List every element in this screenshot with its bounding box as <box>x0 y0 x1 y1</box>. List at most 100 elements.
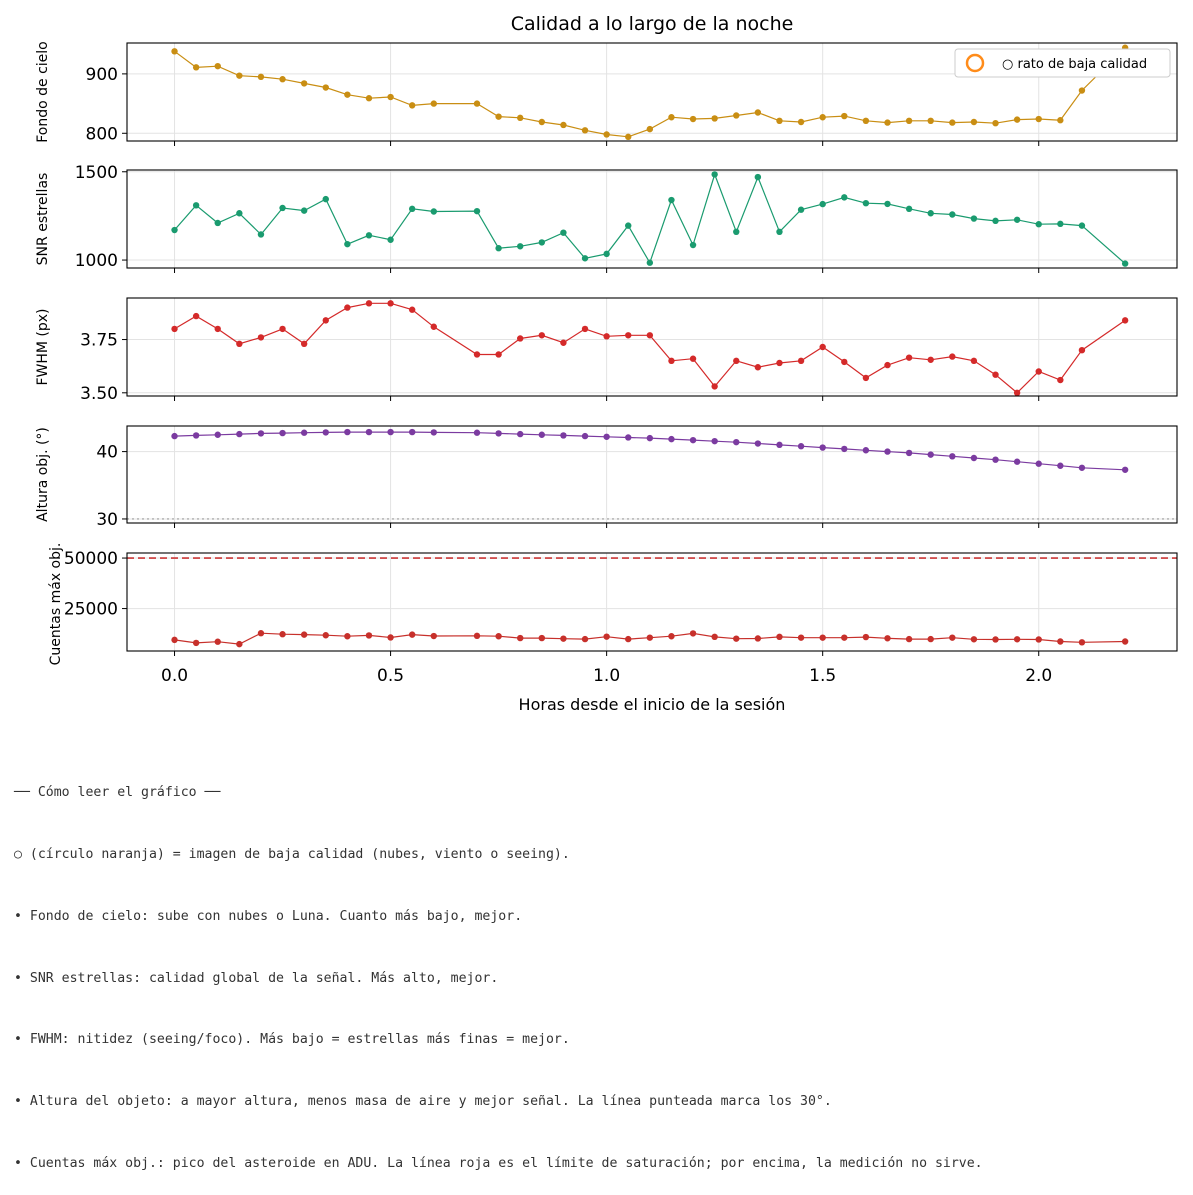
data-point <box>884 119 891 126</box>
data-point <box>581 325 589 333</box>
data-point <box>1013 216 1021 223</box>
data-point <box>1057 376 1064 384</box>
data-point <box>625 332 632 339</box>
y-tick-label: 1500 <box>75 163 118 183</box>
data-point <box>905 354 913 361</box>
data-point <box>408 428 416 436</box>
axes-frame <box>126 425 1178 524</box>
data-point <box>927 635 934 643</box>
data-point <box>949 453 956 460</box>
data-point <box>776 117 783 125</box>
y-axis-label: Fondo de cielo <box>35 41 51 143</box>
legend-label: ○ rato de baja calidad <box>1002 57 1147 72</box>
data-point <box>776 228 783 236</box>
data-point <box>581 255 589 262</box>
data-point <box>711 171 718 178</box>
x-tick-label: 2.0 <box>1025 666 1052 686</box>
data-point <box>625 635 632 643</box>
y-axis-label: SNR estrellas <box>35 173 51 266</box>
data-point <box>884 635 891 642</box>
data-point <box>884 361 891 369</box>
data-point <box>689 436 697 444</box>
data-point <box>387 300 394 307</box>
data-point <box>1057 462 1064 469</box>
chart-panels: 800 900 Fondo de cielo 1000 1500 SNR estrella… <box>35 41 1178 686</box>
data-point <box>430 632 437 640</box>
data-point <box>970 118 978 126</box>
data-point <box>322 632 329 639</box>
data-point <box>797 443 805 450</box>
data-point <box>927 210 934 217</box>
data-point <box>603 633 610 640</box>
data-point <box>365 428 373 436</box>
data-point <box>668 435 675 443</box>
data-point <box>884 200 891 208</box>
data-point <box>754 364 762 371</box>
data-point <box>322 429 329 436</box>
data-point <box>365 232 373 239</box>
data-point <box>689 630 697 637</box>
data-point <box>214 431 221 438</box>
data-point <box>560 635 567 642</box>
data-point <box>171 226 178 234</box>
data-point <box>689 355 697 362</box>
data-point <box>1035 460 1042 467</box>
data-point <box>970 636 978 643</box>
data-point <box>560 121 567 129</box>
data-point <box>1035 368 1042 375</box>
data-point <box>279 631 286 638</box>
y-tick-label: 30 <box>96 510 118 530</box>
y-tick-label: 50000 <box>64 549 118 569</box>
data-point <box>495 430 502 437</box>
data-point <box>603 250 610 258</box>
data-point <box>646 259 654 266</box>
data-point <box>992 217 999 225</box>
data-point <box>257 231 265 238</box>
data-point <box>733 635 740 642</box>
data-point <box>365 300 373 307</box>
data-point <box>300 80 308 87</box>
panel-4: 30 40 Altura obj. (°) <box>35 425 1178 530</box>
guide-line: • SNR estrellas: calidad global de la se… <box>14 970 499 986</box>
data-point <box>927 451 934 458</box>
guide-line: • FWHM: nitidez (seeing/foco). Más bajo … <box>14 1032 570 1048</box>
data-point <box>819 444 826 451</box>
data-point <box>257 334 265 341</box>
axes-frame <box>126 297 1178 397</box>
data-point <box>711 383 718 390</box>
data-point <box>754 173 762 181</box>
data-point <box>344 633 351 640</box>
data-point <box>473 429 481 436</box>
panel-1: 800 900 Fondo de cielo <box>35 41 1178 146</box>
data-point <box>495 351 502 358</box>
data-point <box>689 241 697 249</box>
data-point <box>495 633 502 640</box>
data-point <box>603 433 610 440</box>
data-point <box>517 243 524 250</box>
data-point <box>668 633 675 640</box>
data-point <box>754 109 762 116</box>
data-point <box>905 117 913 125</box>
data-point <box>387 236 394 243</box>
data-point <box>625 434 632 441</box>
data-point <box>949 211 956 218</box>
data-point <box>257 430 265 437</box>
data-point <box>797 357 805 365</box>
data-point <box>1057 220 1064 228</box>
data-point <box>387 634 394 641</box>
data-point <box>408 205 416 213</box>
x-tick-label: 0.5 <box>377 666 404 686</box>
data-point <box>819 200 826 208</box>
data-point <box>711 115 718 122</box>
data-point <box>668 357 675 365</box>
data-point <box>236 210 243 217</box>
data-point <box>473 207 481 215</box>
data-point <box>214 638 221 645</box>
data-point <box>538 239 546 246</box>
data-point <box>495 245 502 252</box>
series-line <box>174 302 1126 394</box>
data-point <box>733 438 740 446</box>
data-point <box>992 119 999 127</box>
data-point <box>862 447 870 454</box>
data-point <box>1078 639 1086 646</box>
